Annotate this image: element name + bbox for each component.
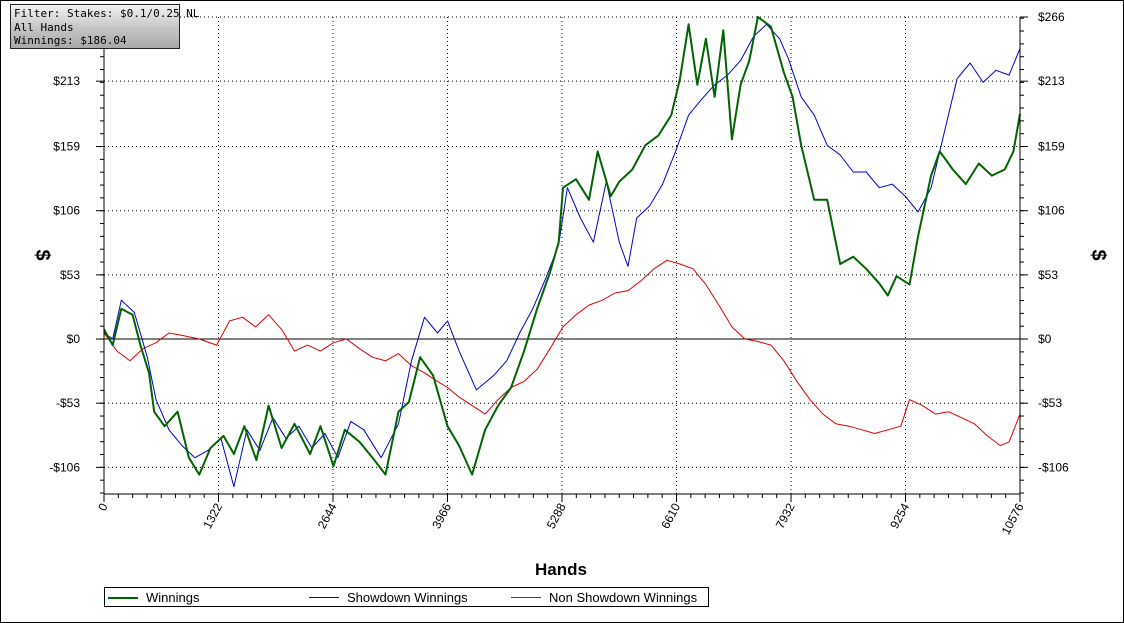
series-line-winnings (103, 16, 1021, 476)
legend-label-winnings: Winnings (146, 590, 200, 605)
x-tick-label: 10576 (999, 501, 1027, 537)
legend-label-showdown: Showdown Winnings (347, 590, 468, 605)
x-tick-label: 5288 (544, 501, 569, 531)
filter-winnings-text: Winnings: $186.04 (14, 34, 127, 47)
series-line-non-showdown (103, 259, 1021, 447)
y-tick-label-right: $0 (1038, 332, 1052, 346)
y-tick-label-right: $159 (1038, 140, 1065, 154)
y-axis-title-left: $ (31, 249, 53, 260)
x-tick-label: 1322 (200, 501, 225, 531)
y-tick-label-right: -$53 (1038, 396, 1062, 410)
y-tick-label-right: $266 (1038, 10, 1065, 24)
x-tick-label: 2644 (315, 501, 340, 531)
y-tick-label-left: $159 (53, 140, 80, 154)
legend-swatch-non-showdown (511, 597, 541, 598)
legend-label-non-showdown: Non Showdown Winnings (549, 590, 698, 605)
x-tick-label: 9254 (887, 501, 912, 531)
y-tick-label-left: $53 (60, 268, 80, 282)
y-tick-label-right: -$106 (1038, 460, 1069, 474)
y-tick-label-right: $213 (1038, 74, 1065, 88)
y-axis-title-right: $ (1087, 249, 1109, 260)
chart-legend: Winnings Showdown Winnings Non Showdown … (104, 587, 709, 607)
filter-hands-text: All Hands (14, 20, 74, 34)
legend-swatch-showdown (309, 597, 339, 598)
series-layer (103, 16, 1021, 488)
y-tick-label-left: $106 (53, 204, 80, 218)
y-tick-label-left: -$106 (49, 460, 80, 474)
y-tick-label-right: $53 (1038, 268, 1058, 282)
series-line-showdown (103, 23, 1021, 488)
y-axis-left-ticks: -$106-$53$0$53$106$159$213$266 (49, 10, 80, 474)
y-tick-label-left: $213 (53, 74, 80, 88)
axes (96, 16, 1028, 502)
filter-info-box: Filter: Stakes: $0.1/0.25 NL All Hands W… (10, 4, 200, 49)
legend-swatch-winnings (108, 597, 138, 599)
y-axis-right-ticks: -$106 -$53 $0 $53 $106 $159 $213 $266 (1038, 10, 1069, 474)
x-axis-ticks: 0 1322 2644 3966 5288 6610 7932 9254 10576 (95, 501, 1027, 537)
grid-lines (104, 16, 1020, 494)
filter-stakes-text: Filter: Stakes: $0.1/0.25 NL (14, 7, 200, 20)
y-tick-label-left: -$53 (56, 396, 80, 410)
x-tick-label: 7932 (773, 501, 798, 531)
x-axis-title: Hands (535, 560, 587, 579)
y-tick-label-left: $0 (67, 332, 81, 346)
x-tick-label: 6610 (658, 501, 683, 531)
x-tick-label: 0 (95, 501, 111, 514)
y-tick-label-right: $106 (1038, 204, 1065, 218)
x-tick-label: 3966 (429, 501, 454, 531)
